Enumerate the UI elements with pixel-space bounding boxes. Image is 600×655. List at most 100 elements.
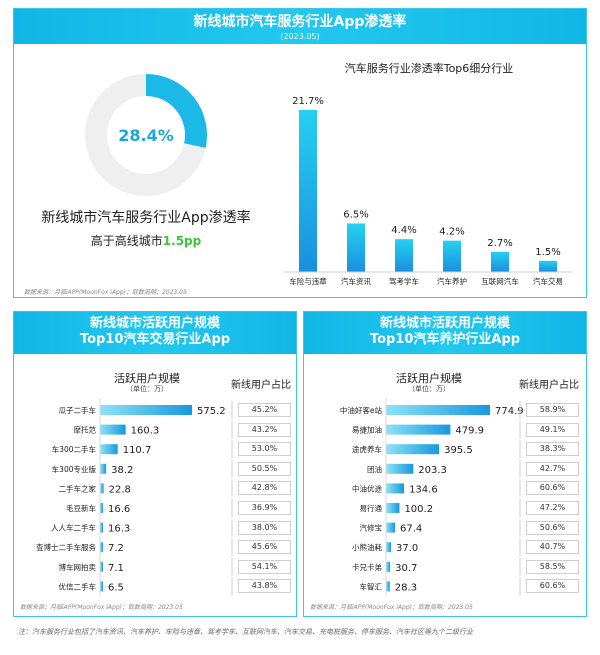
rank-bar: [386, 581, 390, 592]
top6-category-label: 汽车交易: [533, 276, 563, 286]
rank-share-cell: 50.6%: [526, 520, 579, 535]
top6-value-label: 4.2%: [439, 227, 464, 238]
trade-panel: 新线城市活跃用户规模 Top10汽车交易行业App 活跃用户规模 （单位：万） …: [13, 311, 297, 617]
rank-category-label: 二手车之家: [59, 483, 97, 493]
rank-value-label: 134.6: [409, 484, 438, 495]
top6-category-label: 汽车养护: [437, 276, 467, 286]
rank-value-label: 479.9: [455, 426, 484, 437]
care-value-unit: （单位：万）: [408, 385, 450, 393]
donut-caption: 新线城市汽车服务行业App渗透率: [41, 210, 251, 226]
rank-bar: [100, 581, 103, 592]
care-title-line2: Top10汽车养护行业App: [369, 332, 521, 347]
trade-value-unit: （单位：万）: [126, 385, 168, 393]
top6-value-label: 1.5%: [535, 247, 560, 258]
rank-share-cell: 40.7%: [526, 540, 579, 555]
rank-value-label: 16.6: [108, 504, 130, 515]
compare-value: 1.5pp: [162, 234, 202, 248]
rank-category-label: 卡兄卡弟: [352, 562, 382, 572]
rank-bar: [386, 463, 414, 474]
rank-category-label: 瓜子二手车: [59, 405, 97, 415]
rank-bar: [386, 424, 451, 435]
top-source: 数据来源：月狐iAPP(MoonFox iApp)；取数周期：2023.05: [24, 289, 187, 296]
care-value-header: 活跃用户规模: [396, 372, 462, 385]
rank-bar: [100, 503, 103, 513]
top6-value-label: 21.7%: [292, 96, 324, 107]
rank-share-cell: 43.2%: [238, 422, 291, 437]
rank-share-cell: 49.1%: [526, 422, 579, 437]
rank-bar: [100, 424, 126, 435]
rank-category-label: 人人车二手车: [51, 523, 96, 533]
rank-value-label: 67.4: [400, 524, 422, 535]
rank-bar: [386, 483, 405, 494]
care-bar-chart: 中油好客e站 774.9 易捷加油 479.9 途虎养车 395.5 团油 203.3 中油优途…: [340, 398, 524, 597]
top6-category-label: 驾考学车: [389, 276, 419, 286]
rank-bar: [100, 463, 107, 474]
rank-category-label: 优信二手车: [59, 581, 97, 591]
rank-value-label: 575.2: [197, 406, 226, 417]
rank-value-label: 6.5: [108, 582, 124, 593]
top-panel: 新线城市汽车服务行业App渗透率 (2023.05) 28.4% 新线城市汽车服…: [13, 8, 587, 298]
rank-bar: [386, 503, 400, 513]
rank-category-label: 中油优途: [352, 483, 382, 493]
rank-share-cell: 42.8%: [238, 481, 291, 496]
top-panel-subtitle: (2023.05): [280, 32, 320, 41]
rank-category-label: 车300专业版: [52, 464, 97, 474]
rank-value-label: 16.3: [108, 524, 130, 535]
donut-value-label: 28.4%: [118, 126, 174, 145]
rank-share-cell: 43.8%: [238, 579, 291, 594]
rank-bar: [386, 542, 391, 553]
rank-share-cell: 60.6%: [526, 579, 579, 594]
footnote: 注：汽车服务行业包括了汽车资讯、汽车养护、车险与违章、驾考学车、互联网汽车、汽车…: [18, 628, 473, 636]
trade-value-header: 活跃用户规模: [114, 372, 180, 385]
top6-bar: [395, 239, 413, 272]
top6-value-label: 4.4%: [391, 225, 416, 236]
rank-bar: [100, 522, 103, 533]
top6-bar: [347, 223, 365, 272]
rank-value-label: 395.5: [444, 445, 473, 456]
rank-value-label: 160.3: [131, 426, 160, 437]
rank-value-label: 22.8: [109, 484, 131, 495]
rank-bar: [100, 483, 104, 494]
rank-value-label: 38.2: [111, 465, 133, 476]
top6-chart-title: 汽车服务行业渗透率Top6细分行业: [344, 62, 514, 75]
rank-value-label: 7.1: [108, 563, 124, 574]
rank-share-cell: 47.2%: [526, 501, 579, 515]
rank-share-cell: 50.5%: [238, 461, 291, 476]
care-panel: 新线城市活跃用户规模 Top10汽车养护行业App 活跃用户规模 （单位：万） …: [303, 311, 587, 617]
top6-category-label: 车险与违章: [289, 276, 327, 286]
compare-line: 高于高线城市1.5pp: [24, 232, 268, 249]
rank-value-label: 37.0: [396, 543, 418, 554]
top6-category-label: 汽车资讯: [341, 276, 371, 286]
rank-share-cell: 38.0%: [238, 520, 291, 535]
rank-category-label: 毛豆新车: [66, 503, 96, 513]
rank-category-label: 摩托范: [74, 425, 97, 435]
rank-bar: [386, 522, 396, 533]
rank-share-cell: 42.7%: [526, 461, 579, 476]
top-panel-header: 新线城市汽车服务行业App渗透率 (2023.05): [14, 9, 586, 44]
rank-value-label: 110.7: [123, 445, 152, 456]
rank-category-label: 易捷加油: [352, 425, 382, 435]
rank-share-cell: 58.9%: [526, 403, 579, 417]
rank-bar: [386, 444, 440, 455]
rank-bar: [100, 561, 103, 572]
top6-value-label: 2.7%: [487, 238, 512, 249]
top6-bar: [443, 240, 461, 272]
rank-bar: [100, 444, 118, 455]
top6-value-label: 6.5%: [343, 209, 368, 220]
rank-value-label: 100.2: [404, 504, 433, 515]
rank-value-label: 774.9: [495, 406, 524, 417]
rank-share-cell: 53.0%: [238, 442, 291, 457]
rank-share-cell: 45.6%: [238, 540, 291, 555]
rank-bar: [100, 542, 103, 553]
rank-category-label: 博车网拍卖: [59, 562, 97, 572]
rank-value-label: 28.3: [395, 582, 417, 593]
rank-category-label: 中油好客e站: [340, 405, 383, 415]
care-panel-header: 新线城市活跃用户规模 Top10汽车养护行业App: [304, 312, 586, 354]
rank-share-cell: 54.1%: [238, 559, 291, 574]
top6-bar: [491, 251, 509, 272]
care-source: 数据来源：月狐iAPP(MoonFox iApp)；取数周期：2023.05: [310, 604, 473, 611]
top6-bar-chart: 21.7% 车险与违章 6.5% 汽车资讯 4.4% 驾考学车 4.2% 汽车养护 2.7% 互联…: [284, 96, 572, 286]
care-title-line1: 新线城市活跃用户规模: [379, 316, 510, 331]
trade-title-line2: Top10汽车交易行业App: [79, 332, 231, 347]
rank-share-cell: 36.9%: [238, 501, 291, 515]
